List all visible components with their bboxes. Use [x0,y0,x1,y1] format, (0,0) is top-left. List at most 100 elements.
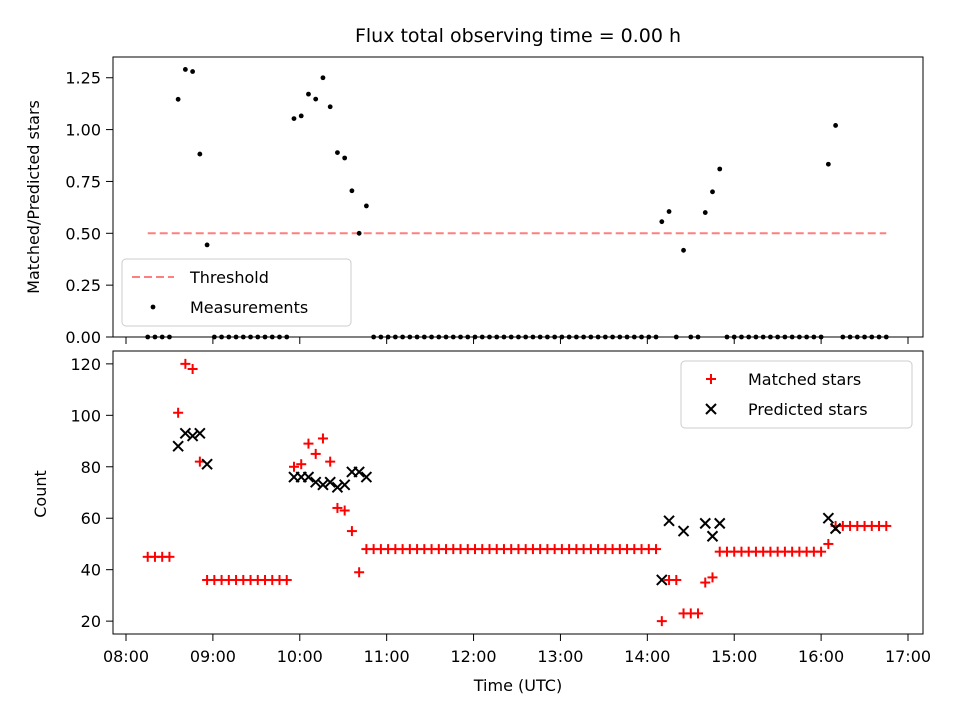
measurement-point [327,104,333,110]
measurement-point [659,219,665,225]
x-tick-label: 11:00 [364,647,410,666]
measurement-point [335,150,340,156]
x-tick-label: 08:00 [103,647,149,666]
matched-star-point [296,459,307,470]
predicted-star-point [179,427,192,440]
measurement-point [298,113,304,119]
top-legend-box [121,258,352,327]
matched-star-point [173,407,184,418]
matched-star-point [816,546,827,557]
matched-star-point [881,520,892,531]
bottom-axes-frame [112,350,924,635]
top-y-tick-label: 1.25 [65,69,101,88]
bottom-y-tick-label: 40 [81,561,101,580]
predicted-star-point [331,481,344,494]
top-y-ticks: 0.00 0.25 0.50 0.75 1.00 1.25 [65,69,113,347]
matched-star-point [187,364,198,375]
matched-star-point [164,551,175,562]
predicted-star-point [186,430,199,442]
legend-measurements-label: Measurements [190,298,308,317]
matched-star-points [142,358,892,627]
top-y-tick-label: 1.00 [65,121,101,140]
measurement-point [666,209,672,214]
predicted-star-point [663,515,675,527]
bottom-y-tick-label: 80 [81,458,101,477]
predicted-star-point [360,471,373,483]
measurement-point [342,155,348,161]
predicted-star-point [201,458,213,470]
x-axis-label: Time (UTC) [473,676,562,695]
measurement-point [175,96,181,102]
legend-predicted-label: Predicted stars [748,400,868,419]
measurement-point [349,188,355,194]
matched-star-point [707,572,718,583]
measurement-point [313,96,319,102]
measurement-point [320,75,326,81]
matched-star-point [303,438,314,449]
bottom-legend-box [680,360,913,429]
matched-star-point [656,616,667,627]
matched-star-point [332,502,343,513]
predicted-star-point [699,517,711,530]
matched-star-point [339,505,350,516]
top-y-tick-label: 0.25 [65,276,101,295]
measurement-points [145,67,889,340]
x-tick-label: 10:00 [277,647,323,666]
predicted-star-point [829,522,842,535]
predicted-star-point [172,440,184,452]
top-y-axis-label: Matched/Predicted stars [24,100,43,294]
matched-star-point [310,448,321,459]
legend-matched-label: Matched stars [748,370,861,389]
matched-star-point [288,461,299,472]
predicted-star-point [677,525,690,537]
count-panel: Count Time (UTC) 20 40 60 80 100 120 08:00 09:… [31,350,931,695]
legend-matched-swatch [706,374,716,384]
matched-star-point [651,544,662,555]
bottom-y-tick-label: 100 [70,406,101,425]
x-tick-label: 13:00 [537,647,583,666]
predicted-star-point [822,512,835,524]
predicted-star-point [714,517,726,530]
measurement-point [702,210,708,215]
legend-plus-marker [706,374,716,384]
measurement-point [717,166,723,172]
measurement-point [833,123,838,128]
ratio-panel: Flux total observing time = 0.00 h Match… [24,25,924,347]
x-tick-label: 16:00 [798,647,844,666]
matched-star-point [671,574,682,585]
bottom-legend: Matched stars Predicted stars [680,360,913,429]
x-tick-label: 14:00 [624,647,670,666]
bottom-y-axis-label: Count [31,470,50,518]
measurement-point [197,151,203,157]
measurement-point [710,189,715,195]
bottom-y-tick-label: 20 [81,612,101,631]
measurement-point [190,69,196,74]
legend-x-marker [705,403,717,415]
bottom-y-ticks: 20 40 60 80 100 120 [70,355,113,631]
measurement-point [306,91,311,97]
matched-star-point [325,456,336,467]
predicted-star-point [310,476,322,488]
legend-threshold-label: Threshold [189,268,269,287]
matched-star-point [693,608,704,619]
predicted-star-point [353,466,365,478]
matched-star-point [354,567,365,578]
matched-star-point [281,574,292,585]
matched-star-point [180,358,191,369]
x-tick-label: 17:00 [885,647,931,666]
predicted-star-point [656,574,668,586]
matched-star-point [700,577,711,588]
measurement-point [182,67,188,72]
matched-star-point [823,538,834,549]
chart-title: Flux total observing time = 0.00 h [355,25,681,47]
legend-measurement-swatch [150,304,156,310]
measurement-point [681,247,686,253]
predicted-star-point [706,530,719,542]
bottom-y-tick-label: 60 [81,509,101,528]
x-tick-label: 12:00 [451,647,497,666]
predicted-star-points [172,427,842,586]
x-tick-label: 15:00 [711,647,757,666]
predicted-star-point [302,471,315,483]
predicted-star-point [338,479,351,491]
